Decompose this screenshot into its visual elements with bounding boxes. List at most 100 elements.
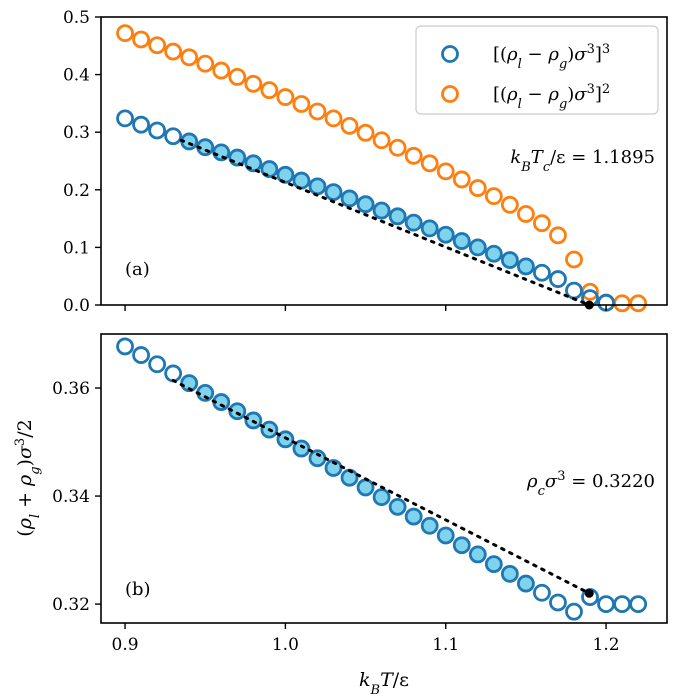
panel-a-series1-point <box>549 270 567 288</box>
panel-b: 0.32 0.34 0.36 0.9 1.0 1.1 1.2 (b) ρcσ3 = 0.32… <box>13 333 668 698</box>
legend: [(ρl − ρg)σ3]3 [(ρl − ρg)σ3]2 <box>415 25 659 115</box>
panel-a-series1-point <box>116 109 134 128</box>
panel-a-series1-point <box>533 263 551 282</box>
panel-a-ytick-label: 0.5 <box>63 8 90 28</box>
panel-a-label: (a) <box>125 259 150 280</box>
panel-a-series2-point <box>549 226 567 245</box>
panel-a-series2-point <box>452 170 471 189</box>
legend-box <box>415 25 659 115</box>
panel-a-ytick-label: 0.3 <box>63 123 90 143</box>
panel-a-ytick-label: 0.1 <box>63 238 90 258</box>
panel-a-series2-point <box>340 116 359 135</box>
panel-b-critical-point <box>584 588 594 598</box>
panel-a-ytick-label: 0.4 <box>63 66 90 86</box>
panel-a-series2-point <box>196 54 215 73</box>
panel-b-series1-point <box>388 497 407 516</box>
legend-label-squared: [(ρl − ρg)σ3]2 <box>493 82 610 112</box>
panel-a-series1-point <box>388 207 407 226</box>
panel-a-frame <box>100 16 668 306</box>
panel-a-series2-point <box>356 123 375 142</box>
panel-b-series1-point <box>565 602 583 621</box>
panel-a-series1-point <box>484 244 503 263</box>
panel-a-series2-point <box>500 195 519 214</box>
panel-b-ytick-label: 0.32 <box>52 595 90 615</box>
panel-b-series1-point <box>372 488 391 507</box>
panel-a-series1-point <box>420 219 439 238</box>
panel-b-series1-point <box>148 355 167 374</box>
panel-b-ytick-label: 0.34 <box>52 487 90 507</box>
panel-a-series2-point <box>517 205 535 223</box>
panel-a-series2-point <box>565 250 583 269</box>
panel-a-ytick-label: 0.2 <box>63 181 90 201</box>
panel-a-series1-point <box>276 165 295 184</box>
panel-a-series2-point <box>436 162 455 181</box>
panel-b-series1-point <box>356 478 375 497</box>
panel-a-series1-point <box>372 201 391 220</box>
panel-a-series2-point <box>164 42 183 61</box>
panel-b-xtick-label: 1.0 <box>272 635 299 655</box>
panel-a-plot-area <box>116 24 648 313</box>
panel-b-series1-point <box>436 526 455 545</box>
legend-label-cubed: [(ρl − ρg)σ3]3 <box>493 42 610 72</box>
panel-b-series1-point <box>597 595 615 613</box>
panel-b-series1-point <box>533 583 551 602</box>
panel-a-series2-point <box>132 30 150 49</box>
panel-a-ytick-label: 0.0 <box>63 296 90 316</box>
critical-density-annotation: ρcσ3 = 0.3220 <box>526 469 655 499</box>
panel-a: 0.0 0.1 0.2 0.3 0.4 0.5 (a) kBTc/ε = 1.1895 [… <box>63 8 668 316</box>
panel-a-series2-point <box>116 24 134 43</box>
panel-a-series2-point <box>468 179 487 197</box>
panel-b-plot-area <box>116 337 648 621</box>
panel-b-ticks: 0.32 0.34 0.36 0.9 1.0 1.1 1.2 <box>52 379 619 655</box>
panel-b-series1-point <box>340 468 359 487</box>
panel-a-series2-point <box>420 154 439 173</box>
panel-a-series2-point <box>372 131 391 150</box>
panel-b-series1-point <box>292 439 311 458</box>
panel-a-series1-point <box>308 177 327 196</box>
panel-b-fit-line <box>171 378 591 595</box>
panel-b-ytick-label: 0.36 <box>52 379 90 399</box>
panel-a-series2-point <box>260 81 279 100</box>
legend-marker-cubed <box>441 45 459 63</box>
panel-a-series2-point <box>324 109 343 128</box>
panel-b-series1-point <box>613 595 632 613</box>
panel-b-series1-point <box>452 536 471 555</box>
panel-b-xtick-label: 0.9 <box>112 635 139 655</box>
panel-a-series1-point <box>436 225 455 244</box>
panel-a-series1-point <box>132 115 150 134</box>
panel-b-series1-point <box>132 346 150 364</box>
panel-b-series1-point <box>484 555 503 574</box>
panel-a-series2-point <box>613 294 632 313</box>
panel-a-series2-point <box>228 68 247 86</box>
legend-marker-squared <box>441 85 459 103</box>
panel-b-series1-point <box>517 574 535 593</box>
panel-a-series1-point <box>356 195 375 214</box>
panel-a-series2-point <box>388 138 407 157</box>
panel-a-series1-point <box>452 232 471 250</box>
x-axis-title: kBT/ε <box>359 669 409 698</box>
panel-a-ticks: 0.0 0.1 0.2 0.3 0.4 0.5 <box>63 8 607 316</box>
panel-a-series2-point <box>180 48 199 67</box>
panel-a-series2-point <box>148 36 167 55</box>
panel-b-label: (b) <box>125 579 151 600</box>
panel-a-series1-point <box>228 148 247 167</box>
panel-b-series1-point <box>549 593 567 612</box>
panel-a-series1-point <box>324 183 343 202</box>
panel-a-series1-point <box>148 121 167 140</box>
panel-b-series1-point <box>629 595 648 613</box>
panel-a-series2-point <box>276 88 295 106</box>
panel-b-series1-point <box>228 402 247 421</box>
panel-a-series2-point <box>212 61 231 80</box>
panel-b-xtick-label: 1.2 <box>593 635 620 655</box>
panel-a-series1-point <box>500 251 519 269</box>
panel-a-series2-point <box>484 187 503 206</box>
panel-b-series1-point <box>164 364 183 383</box>
panel-a-series1-point <box>212 143 231 162</box>
panel-b-series1-point <box>468 545 487 564</box>
panel-a-series1-point <box>517 257 535 276</box>
panel-a-series2-point <box>244 74 263 93</box>
panel-a-series2-point <box>292 95 311 113</box>
panel-a-series1-point <box>292 171 311 190</box>
panel-b-frame <box>100 333 668 624</box>
